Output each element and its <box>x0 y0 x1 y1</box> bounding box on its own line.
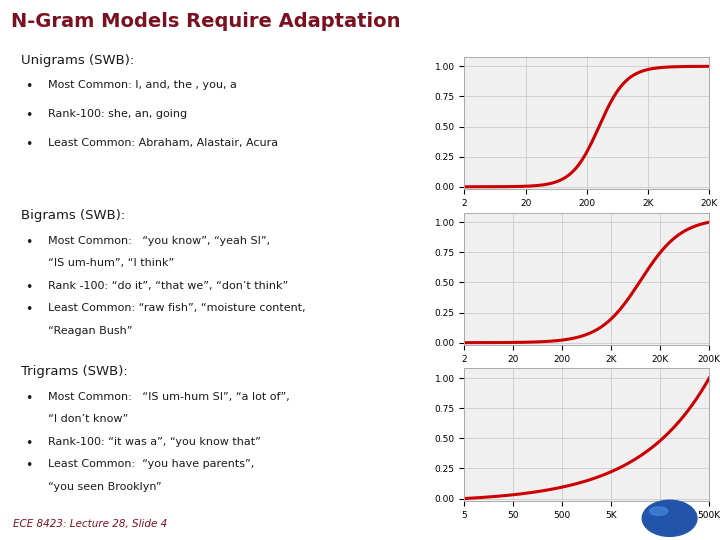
Text: Most Common: I, and, the , you, a: Most Common: I, and, the , you, a <box>48 80 237 90</box>
Circle shape <box>642 500 697 536</box>
Text: Bigrams (SWB):: Bigrams (SWB): <box>21 210 125 222</box>
Text: Rank-100: she, an, going: Rank-100: she, an, going <box>48 109 186 119</box>
Text: •: • <box>25 109 32 122</box>
Text: “you seen Brooklyn”: “you seen Brooklyn” <box>48 482 161 491</box>
Text: “I don’t know”: “I don’t know” <box>48 414 128 424</box>
Text: Most Common:   “you know”, “yeah SI”,: Most Common: “you know”, “yeah SI”, <box>48 236 270 246</box>
Text: “IS um-hum”, “I think”: “IS um-hum”, “I think” <box>48 259 174 268</box>
Text: Rank-100: “it was a”, “you know that”: Rank-100: “it was a”, “you know that” <box>48 437 261 447</box>
Text: •: • <box>25 459 32 472</box>
Text: •: • <box>25 392 32 405</box>
Text: N-Gram Models Require Adaptation: N-Gram Models Require Adaptation <box>11 12 400 31</box>
Text: •: • <box>25 236 32 249</box>
Text: Least Common: “raw fish”, “moisture content,: Least Common: “raw fish”, “moisture cont… <box>48 303 305 313</box>
Text: “Reagan Bush”: “Reagan Bush” <box>48 326 132 336</box>
Ellipse shape <box>650 507 668 516</box>
Text: Rank -100: “do it”, “that we”, “don’t think”: Rank -100: “do it”, “that we”, “don’t th… <box>48 281 288 291</box>
Text: •: • <box>25 303 32 316</box>
Text: Trigrams (SWB):: Trigrams (SWB): <box>21 366 127 379</box>
Text: ECE 8423: Lecture 28, Slide 4: ECE 8423: Lecture 28, Slide 4 <box>13 518 167 529</box>
Text: Unigrams (SWB):: Unigrams (SWB): <box>21 53 134 66</box>
Text: •: • <box>25 80 32 93</box>
Text: Least Common:  “you have parents”,: Least Common: “you have parents”, <box>48 459 254 469</box>
Text: •: • <box>25 437 32 450</box>
Text: •: • <box>25 138 32 151</box>
Text: Most Common:   “IS um-hum SI”, “a lot of”,: Most Common: “IS um-hum SI”, “a lot of”, <box>48 392 289 402</box>
Text: Least Common: Abraham, Alastair, Acura: Least Common: Abraham, Alastair, Acura <box>48 138 278 148</box>
Text: •: • <box>25 281 32 294</box>
